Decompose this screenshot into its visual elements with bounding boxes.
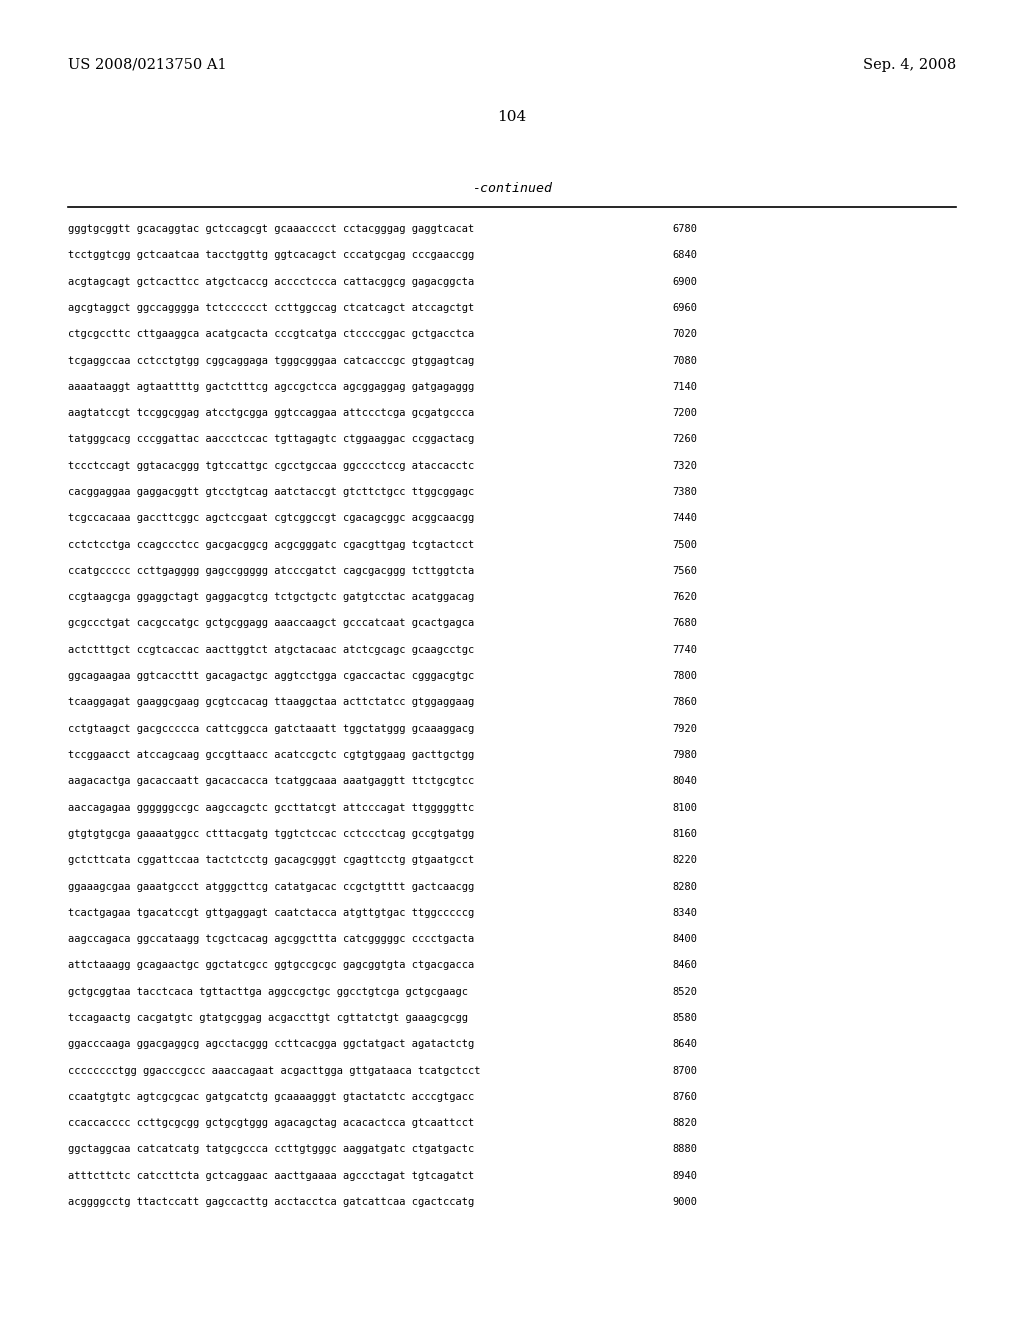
Text: 8940: 8940 — [672, 1171, 697, 1181]
Text: ggacccaaga ggacgaggcg agcctacggg ccttcacgga ggctatgact agatactctg: ggacccaaga ggacgaggcg agcctacggg ccttcac… — [68, 1039, 474, 1049]
Text: atttcttctc catccttcta gctcaggaac aacttgaaaa agccctagat tgtcagatct: atttcttctc catccttcta gctcaggaac aacttga… — [68, 1171, 474, 1181]
Text: tcaaggagat gaaggcgaag gcgtccacag ttaaggctaa acttctatcc gtggaggaag: tcaaggagat gaaggcgaag gcgtccacag ttaaggc… — [68, 697, 474, 708]
Text: cctgtaagct gacgccccca cattcggcca gatctaaatt tggctatggg gcaaaggacg: cctgtaagct gacgccccca cattcggcca gatctaa… — [68, 723, 474, 734]
Text: 8820: 8820 — [672, 1118, 697, 1129]
Text: 8760: 8760 — [672, 1092, 697, 1102]
Text: cctctcctga ccagccctcc gacgacggcg acgcgggatc cgacgttgag tcgtactcct: cctctcctga ccagccctcc gacgacggcg acgcggg… — [68, 540, 474, 549]
Text: 104: 104 — [498, 110, 526, 124]
Text: 8220: 8220 — [672, 855, 697, 865]
Text: 7500: 7500 — [672, 540, 697, 549]
Text: 6900: 6900 — [672, 277, 697, 286]
Text: 6780: 6780 — [672, 224, 697, 234]
Text: 7620: 7620 — [672, 593, 697, 602]
Text: ggaaagcgaa gaaatgccct atgggcttcg catatgacac ccgctgtttt gactcaacgg: ggaaagcgaa gaaatgccct atgggcttcg catatga… — [68, 882, 474, 891]
Text: tcgccacaaa gaccttcggc agctccgaat cgtcggccgt cgacagcggc acggcaacgg: tcgccacaaa gaccttcggc agctccgaat cgtcggc… — [68, 513, 474, 523]
Text: 7740: 7740 — [672, 644, 697, 655]
Text: tatgggcacg cccggattac aaccctccac tgttagagtc ctggaaggac ccggactacg: tatgggcacg cccggattac aaccctccac tgttaga… — [68, 434, 474, 445]
Text: 8700: 8700 — [672, 1065, 697, 1076]
Text: tccggaacct atccagcaag gccgttaacc acatccgctc cgtgtggaag gacttgctgg: tccggaacct atccagcaag gccgttaacc acatccg… — [68, 750, 474, 760]
Text: 8520: 8520 — [672, 987, 697, 997]
Text: aagccagaca ggccataagg tcgctcacag agcggcttta catcgggggc cccctgacta: aagccagaca ggccataagg tcgctcacag agcggct… — [68, 935, 474, 944]
Text: 7800: 7800 — [672, 671, 697, 681]
Text: 8580: 8580 — [672, 1012, 697, 1023]
Text: 8460: 8460 — [672, 961, 697, 970]
Text: 7380: 7380 — [672, 487, 697, 498]
Text: ggcagaagaa ggtcaccttt gacagactgc aggtcctgga cgaccactac cgggacgtgc: ggcagaagaa ggtcaccttt gacagactgc aggtcct… — [68, 671, 474, 681]
Text: 7080: 7080 — [672, 355, 697, 366]
Text: gctgcggtaa tacctcaca tgttacttga aggccgctgc ggcctgtcga gctgcgaagc: gctgcggtaa tacctcaca tgttacttga aggccgct… — [68, 987, 468, 997]
Text: tcgaggccaa cctcctgtgg cggcaggaga tgggcgggaa catcacccgc gtggagtcag: tcgaggccaa cctcctgtgg cggcaggaga tgggcgg… — [68, 355, 474, 366]
Text: 7260: 7260 — [672, 434, 697, 445]
Text: 8640: 8640 — [672, 1039, 697, 1049]
Text: 7860: 7860 — [672, 697, 697, 708]
Text: 8040: 8040 — [672, 776, 697, 787]
Text: gctcttcata cggattccaa tactctcctg gacagcgggt cgagttcctg gtgaatgcct: gctcttcata cggattccaa tactctcctg gacagcg… — [68, 855, 474, 865]
Text: 6960: 6960 — [672, 302, 697, 313]
Text: aaccagagaa ggggggccgc aagccagctc gccttatcgt attcccagat ttgggggttc: aaccagagaa ggggggccgc aagccagctc gccttat… — [68, 803, 474, 813]
Text: 7560: 7560 — [672, 566, 697, 576]
Text: 8100: 8100 — [672, 803, 697, 813]
Text: 7440: 7440 — [672, 513, 697, 523]
Text: ctgcgccttc cttgaaggca acatgcacta cccgtcatga ctccccggac gctgacctca: ctgcgccttc cttgaaggca acatgcacta cccgtca… — [68, 329, 474, 339]
Text: actctttgct ccgtcaccac aacttggtct atgctacaac atctcgcagc gcaagcctgc: actctttgct ccgtcaccac aacttggtct atgctac… — [68, 644, 474, 655]
Text: 9000: 9000 — [672, 1197, 697, 1206]
Text: 7680: 7680 — [672, 619, 697, 628]
Text: acggggcctg ttactccatt gagccacttg acctacctca gatcattcaa cgactccatg: acggggcctg ttactccatt gagccacttg acctacc… — [68, 1197, 474, 1206]
Text: cacggaggaa gaggacggtt gtcctgtcag aatctaccgt gtcttctgcc ttggcggagc: cacggaggaa gaggacggtt gtcctgtcag aatctac… — [68, 487, 474, 498]
Text: ccaccacccc ccttgcgcgg gctgcgtggg agacagctag acacactcca gtcaattcct: ccaccacccc ccttgcgcgg gctgcgtggg agacagc… — [68, 1118, 474, 1129]
Text: aagtatccgt tccggcggag atcctgcgga ggtccaggaa attccctcga gcgatgccca: aagtatccgt tccggcggag atcctgcgga ggtccag… — [68, 408, 474, 418]
Text: 6840: 6840 — [672, 251, 697, 260]
Text: 7920: 7920 — [672, 723, 697, 734]
Text: ccgtaagcga ggaggctagt gaggacgtcg tctgctgctc gatgtcctac acatggacag: ccgtaagcga ggaggctagt gaggacgtcg tctgctg… — [68, 593, 474, 602]
Text: ggctaggcaa catcatcatg tatgcgccca ccttgtgggc aaggatgatc ctgatgactc: ggctaggcaa catcatcatg tatgcgccca ccttgtg… — [68, 1144, 474, 1155]
Text: gggtgcggtt gcacaggtac gctccagcgt gcaaacccct cctacgggag gaggtcacat: gggtgcggtt gcacaggtac gctccagcgt gcaaacc… — [68, 224, 474, 234]
Text: ccatgccccc ccttgagggg gagccggggg atcccgatct cagcgacggg tcttggtcta: ccatgccccc ccttgagggg gagccggggg atcccga… — [68, 566, 474, 576]
Text: agcgtaggct ggccagggga tctcccccct ccttggccag ctcatcagct atccagctgt: agcgtaggct ggccagggga tctcccccct ccttggc… — [68, 302, 474, 313]
Text: 7200: 7200 — [672, 408, 697, 418]
Text: 8340: 8340 — [672, 908, 697, 917]
Text: tccctccagt ggtacacggg tgtccattgc cgcctgccaa ggcccctccg ataccacctc: tccctccagt ggtacacggg tgtccattgc cgcctgc… — [68, 461, 474, 471]
Text: tcctggtcgg gctcaatcaa tacctggttg ggtcacagct cccatgcgag cccgaaccgg: tcctggtcgg gctcaatcaa tacctggttg ggtcaca… — [68, 251, 474, 260]
Text: 8880: 8880 — [672, 1144, 697, 1155]
Text: attctaaagg gcagaactgc ggctatcgcc ggtgccgcgc gagcggtgta ctgacgacca: attctaaagg gcagaactgc ggctatcgcc ggtgccg… — [68, 961, 474, 970]
Text: gtgtgtgcga gaaaatggcc ctttacgatg tggtctccac cctccctcag gccgtgatgg: gtgtgtgcga gaaaatggcc ctttacgatg tggtctc… — [68, 829, 474, 840]
Text: 7980: 7980 — [672, 750, 697, 760]
Text: 7140: 7140 — [672, 381, 697, 392]
Text: 7020: 7020 — [672, 329, 697, 339]
Text: tcactgagaa tgacatccgt gttgaggagt caatctacca atgttgtgac ttggcccccg: tcactgagaa tgacatccgt gttgaggagt caatcta… — [68, 908, 474, 917]
Text: acgtagcagt gctcacttcc atgctcaccg acccctccca cattacggcg gagacggcta: acgtagcagt gctcacttcc atgctcaccg acccctc… — [68, 277, 474, 286]
Text: ccaatgtgtc agtcgcgcac gatgcatctg gcaaaagggt gtactatctc acccgtgacc: ccaatgtgtc agtcgcgcac gatgcatctg gcaaaag… — [68, 1092, 474, 1102]
Text: cccccccctgg ggacccgccc aaaccagaat acgacttgga gttgataaca tcatgctcct: cccccccctgg ggacccgccc aaaccagaat acgact… — [68, 1065, 480, 1076]
Text: -continued: -continued — [472, 182, 552, 195]
Text: Sep. 4, 2008: Sep. 4, 2008 — [863, 58, 956, 73]
Text: 8160: 8160 — [672, 829, 697, 840]
Text: aaaataaggt agtaattttg gactctttcg agccgctcca agcggaggag gatgagaggg: aaaataaggt agtaattttg gactctttcg agccgct… — [68, 381, 474, 392]
Text: aagacactga gacaccaatt gacaccacca tcatggcaaa aaatgaggtt ttctgcgtcc: aagacactga gacaccaatt gacaccacca tcatggc… — [68, 776, 474, 787]
Text: 7320: 7320 — [672, 461, 697, 471]
Text: tccagaactg cacgatgtc gtatgcggag acgaccttgt cgttatctgt gaaagcgcgg: tccagaactg cacgatgtc gtatgcggag acgacctt… — [68, 1012, 468, 1023]
Text: US 2008/0213750 A1: US 2008/0213750 A1 — [68, 58, 226, 73]
Text: gcgccctgat cacgccatgc gctgcggagg aaaccaagct gcccatcaat gcactgagca: gcgccctgat cacgccatgc gctgcggagg aaaccaa… — [68, 619, 474, 628]
Text: 8280: 8280 — [672, 882, 697, 891]
Text: 8400: 8400 — [672, 935, 697, 944]
